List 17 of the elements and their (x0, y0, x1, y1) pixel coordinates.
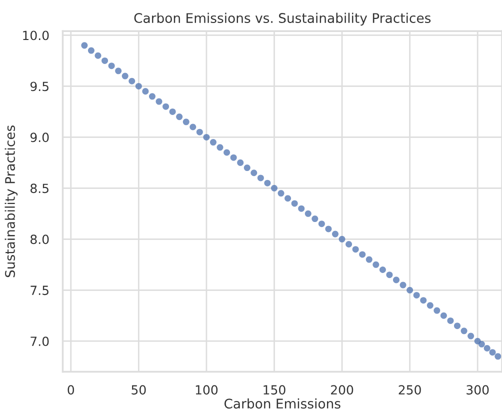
x-tick-label: 300 (466, 385, 489, 395)
y-tick-label: 8.5 (30, 184, 48, 194)
y-tick-label: 7.0 (30, 336, 49, 346)
x-tick-label: 50 (132, 385, 146, 395)
y-tick-label: 8.0 (30, 234, 49, 244)
x-tick-label: 0 (68, 385, 74, 395)
x-tick-label: 200 (331, 385, 354, 395)
y-tick-label: 9.0 (30, 132, 49, 142)
x-axis-title: Carbon Emissions (224, 398, 340, 409)
chart-title: Carbon Emissions vs. Sustainability Practices (134, 12, 431, 26)
y-axis-title: Sustainability Practices (4, 126, 18, 278)
x-tick-label: 150 (264, 385, 286, 395)
y-tick-label: 9.5 (30, 82, 48, 92)
y-tick-label: 7.5 (30, 286, 48, 296)
y-tick-label: 10.0 (23, 30, 49, 40)
x-tick-label: 100 (196, 385, 218, 395)
x-tick-label: 250 (398, 385, 421, 395)
